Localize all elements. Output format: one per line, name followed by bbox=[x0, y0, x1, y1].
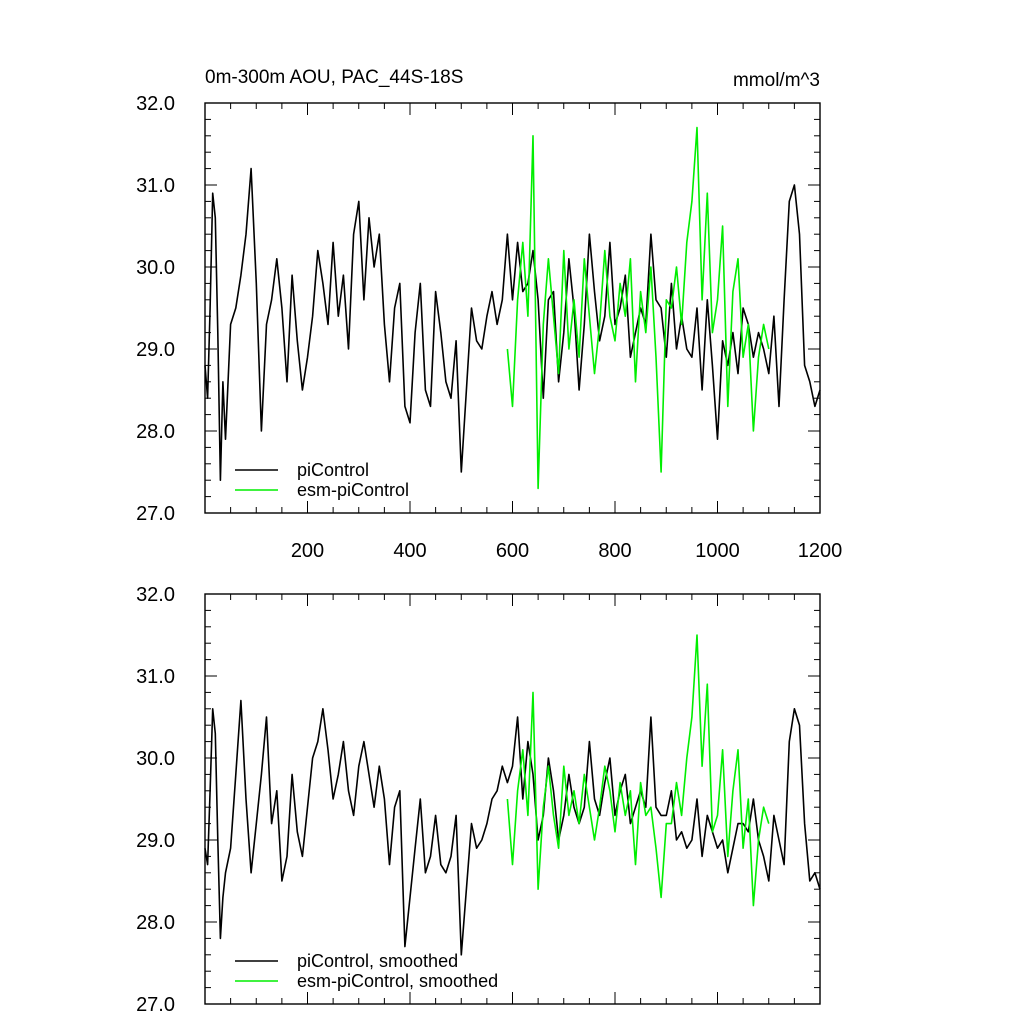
bottom-panel: 27.0 28.0 29.0 30.0 31.0 32.0 piControl, smoo… bbox=[136, 584, 821, 1016]
series-line-picontrol bbox=[204, 167, 821, 482]
y-tick-label: 28.0 bbox=[136, 912, 175, 934]
units-label: mmol/m^3 bbox=[733, 70, 820, 91]
series-lines bbox=[204, 634, 821, 956]
y-tick-label: 27.0 bbox=[136, 503, 175, 525]
y-tick-label: 31.0 bbox=[136, 175, 175, 197]
x-tick-label: 1000 bbox=[695, 540, 740, 562]
plot-frame bbox=[204, 102, 821, 514]
x-tick-label: 200 bbox=[291, 540, 324, 562]
top-panel: 0m-300m AOU, PAC_44S-18S mmol/m^3 27.0 28… bbox=[136, 67, 842, 562]
y-tick-labels: 27.0 28.0 29.0 30.0 31.0 32.0 bbox=[136, 93, 175, 525]
panel-title: 0m-300m AOU, PAC_44S-18S bbox=[205, 67, 463, 88]
y-tick-label: 32.0 bbox=[136, 93, 175, 115]
y-tick-label: 27.0 bbox=[136, 994, 175, 1016]
x-tick-label: 800 bbox=[598, 540, 631, 562]
legend-label-picontrol: piControl bbox=[297, 460, 369, 480]
legend: piControl esm-piControl bbox=[235, 460, 409, 500]
legend-label-esm-picontrol: esm-piControl bbox=[297, 480, 409, 500]
y-tick-label: 32.0 bbox=[136, 584, 175, 606]
axis-ticks bbox=[205, 102, 821, 514]
x-tick-label: 1200 bbox=[798, 540, 843, 562]
y-tick-label: 29.0 bbox=[136, 830, 175, 852]
y-tick-labels: 27.0 28.0 29.0 30.0 31.0 32.0 bbox=[136, 584, 175, 1016]
series-lines bbox=[204, 126, 821, 490]
legend: piControl, smoothed esm-piControl, smoot… bbox=[235, 951, 498, 991]
series-line-esm-picontrol bbox=[506, 634, 770, 907]
y-tick-label: 29.0 bbox=[136, 339, 175, 361]
y-tick-label: 31.0 bbox=[136, 666, 175, 688]
legend-label-esm-picontrol-smoothed: esm-piControl, smoothed bbox=[297, 971, 498, 991]
y-tick-label: 28.0 bbox=[136, 421, 175, 443]
series-line-esm-picontrol bbox=[506, 126, 770, 490]
y-tick-label: 30.0 bbox=[136, 748, 175, 770]
plot-frame bbox=[204, 593, 821, 1005]
x-tick-label: 600 bbox=[496, 540, 529, 562]
x-tick-label: 400 bbox=[393, 540, 426, 562]
x-tick-labels: 200 400 600 800 1000 1200 bbox=[291, 540, 842, 562]
axis-ticks bbox=[205, 593, 821, 1005]
y-tick-label: 30.0 bbox=[136, 257, 175, 279]
series-line-picontrol bbox=[204, 699, 821, 956]
legend-label-picontrol-smoothed: piControl, smoothed bbox=[297, 951, 458, 971]
